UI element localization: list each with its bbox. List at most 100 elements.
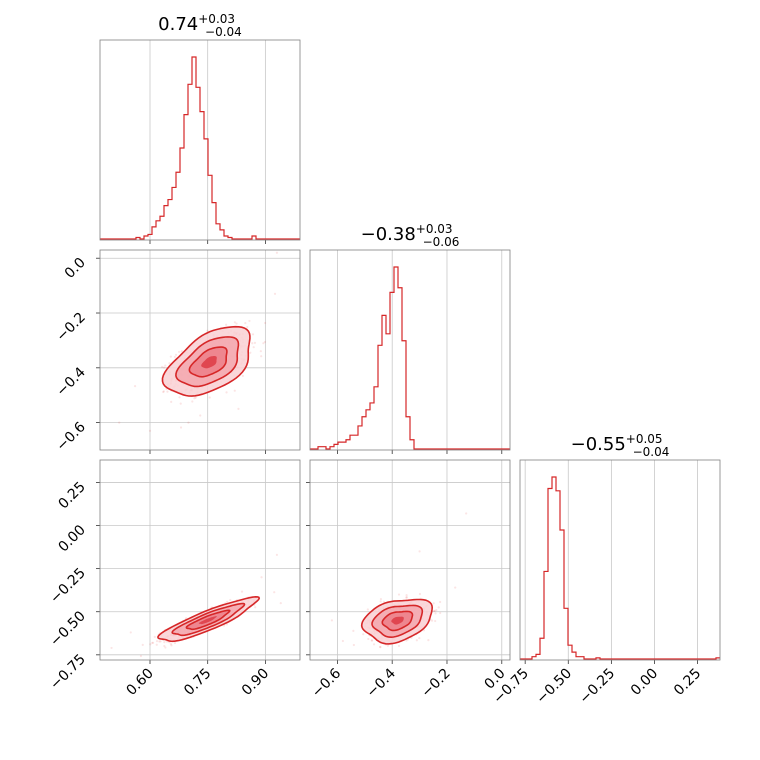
sample-point — [251, 333, 255, 336]
sample-point — [434, 619, 437, 623]
sample-point — [235, 322, 238, 325]
sample-point — [248, 319, 251, 323]
sample-point — [163, 641, 166, 644]
sample-point — [208, 396, 211, 399]
sample-point — [233, 321, 236, 324]
sample-point — [397, 644, 401, 647]
sample-point — [164, 364, 167, 367]
outlier-point — [275, 251, 279, 254]
outlier-point — [273, 292, 277, 295]
outlier-point — [418, 550, 421, 553]
sample-point — [405, 596, 408, 599]
panel-title-1: −0.38+0.03 −0.06 — [361, 222, 460, 249]
sample-point — [178, 396, 181, 399]
scatter-panel-0-2 — [96, 459, 301, 664]
contour-fill-3 — [391, 616, 404, 625]
sample-point — [193, 397, 196, 400]
sample-point — [397, 593, 401, 596]
sample-point — [244, 321, 247, 325]
outlier-point — [465, 512, 468, 515]
sample-point — [405, 594, 408, 597]
y-tick-label: −0.6 — [53, 419, 88, 454]
contour-line-0 — [360, 598, 434, 645]
sample-point — [262, 342, 265, 345]
title-minus: −0.04 — [205, 25, 242, 39]
sample-point — [151, 641, 154, 644]
sample-point — [249, 351, 252, 354]
sample-point — [427, 639, 430, 642]
sample-point — [367, 637, 370, 641]
contour-line-1 — [371, 604, 424, 639]
sample-point — [173, 641, 177, 645]
y-tick-label: −0.50 — [47, 608, 89, 650]
sample-point — [386, 644, 390, 647]
sample-point — [253, 341, 257, 345]
x-tick-label: −0.4 — [364, 665, 399, 700]
outlier-point — [454, 586, 457, 589]
sample-point — [379, 598, 383, 601]
histogram-step-2 — [520, 476, 720, 660]
sample-point — [418, 637, 421, 640]
sample-point — [158, 640, 161, 643]
panel-content — [330, 512, 468, 649]
sample-point — [222, 624, 226, 627]
sample-point — [177, 350, 181, 353]
sample-point — [164, 646, 167, 649]
sample-point — [169, 355, 172, 358]
panel-frame — [309, 459, 511, 661]
contour-fill-3 — [201, 356, 217, 369]
sample-point — [379, 645, 382, 649]
sample-point — [170, 400, 173, 404]
sample-point — [273, 591, 276, 594]
y-tick-label: −0.75 — [47, 651, 89, 693]
sample-point — [263, 340, 267, 344]
sample-point — [159, 640, 162, 643]
sample-point — [206, 329, 209, 332]
title-plus: +0.05 — [626, 432, 663, 446]
sample-point — [139, 654, 143, 658]
sample-point — [161, 365, 164, 368]
contour-line-2 — [185, 609, 231, 631]
x-tick-label: −0.6 — [309, 665, 344, 700]
contour-line-1 — [175, 336, 240, 388]
y-tick-label: 0.25 — [55, 479, 88, 512]
sample-point — [264, 321, 267, 325]
outlier-point — [275, 553, 279, 556]
sample-point — [434, 612, 437, 615]
sample-point — [162, 390, 165, 394]
sample-point — [415, 639, 418, 642]
contour-line-2 — [381, 610, 414, 632]
sample-point — [179, 402, 182, 405]
contour-line-1 — [171, 602, 246, 637]
outlier-point — [260, 576, 263, 579]
sample-point — [352, 629, 355, 632]
outlier-point — [118, 421, 121, 424]
contour-line-0 — [157, 595, 261, 643]
scatter-panel-1-2 — [306, 459, 511, 664]
contour-fill-3 — [198, 616, 217, 625]
outlier-point — [110, 646, 113, 650]
histogram-panel-1: −0.38+0.03 −0.06 — [309, 222, 511, 454]
sample-point — [163, 644, 166, 648]
sample-point — [240, 590, 244, 593]
sample-point — [439, 611, 442, 615]
sample-point — [226, 600, 229, 603]
outlier-point — [148, 429, 152, 432]
histogram-panel-0: 0.74+0.03 −0.04 — [99, 12, 301, 244]
outlier-point — [330, 619, 334, 622]
panel-title-0: 0.74+0.03 −0.04 — [158, 12, 242, 39]
x-tick-label: 0.60 — [123, 666, 156, 699]
sample-point — [233, 389, 236, 392]
x-tick-label: 0.75 — [181, 666, 214, 699]
contour-line-2 — [188, 346, 228, 378]
sample-point — [166, 390, 169, 393]
sample-point — [174, 353, 178, 356]
outlier-point — [279, 602, 282, 605]
sample-point — [254, 606, 257, 609]
sample-point — [379, 600, 382, 603]
histogram-step-0 — [100, 56, 300, 240]
panel-frame — [519, 459, 721, 661]
sample-point — [133, 385, 137, 388]
sample-point — [153, 635, 156, 638]
x-tick-label: −0.2 — [418, 666, 453, 701]
